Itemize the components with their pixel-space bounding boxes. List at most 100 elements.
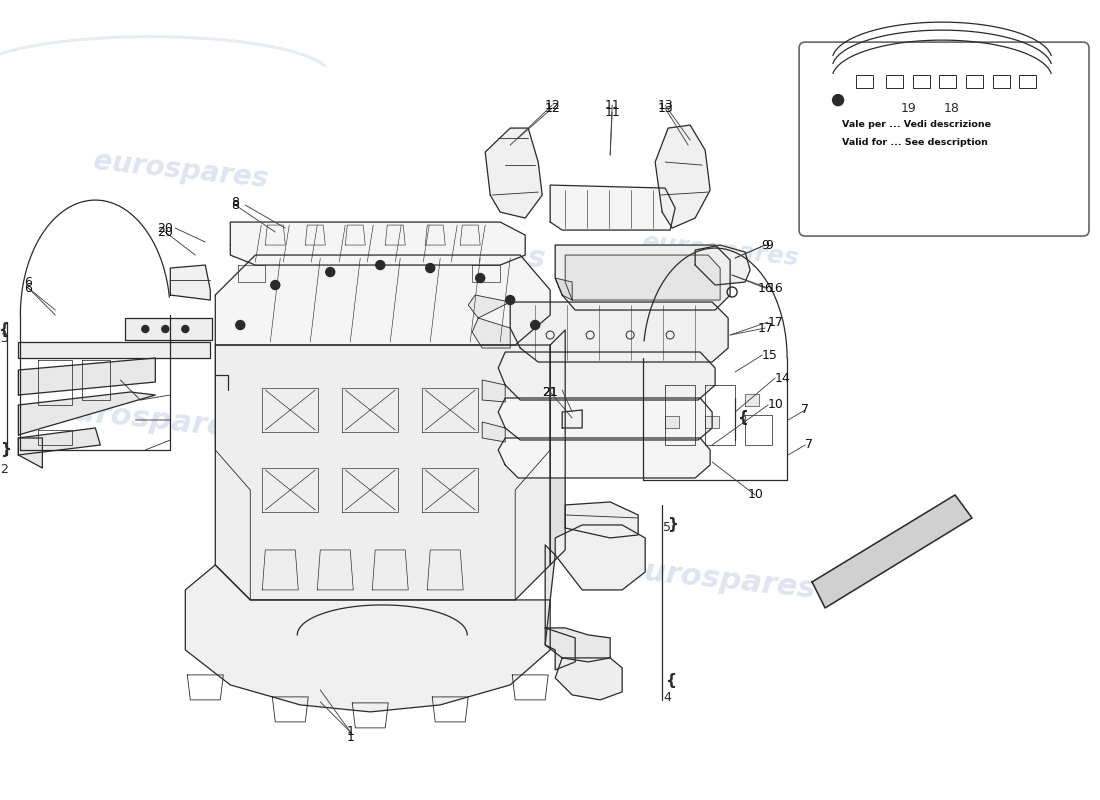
Circle shape (326, 267, 334, 277)
Text: 12: 12 (544, 98, 560, 112)
Polygon shape (1042, 53, 1060, 95)
Polygon shape (19, 358, 155, 395)
Text: 17: 17 (768, 315, 784, 329)
Polygon shape (666, 416, 679, 428)
Polygon shape (19, 342, 210, 358)
Text: eurospares: eurospares (374, 493, 587, 547)
FancyBboxPatch shape (799, 42, 1089, 236)
Polygon shape (19, 392, 155, 435)
Text: 6: 6 (24, 282, 32, 294)
Text: {: { (666, 673, 676, 688)
Text: eurospares: eurospares (353, 226, 548, 274)
Polygon shape (810, 53, 832, 105)
Circle shape (142, 326, 148, 333)
Polygon shape (510, 302, 728, 362)
Polygon shape (216, 345, 550, 600)
Polygon shape (482, 380, 505, 402)
Polygon shape (565, 502, 638, 538)
Polygon shape (19, 438, 43, 468)
Polygon shape (185, 565, 550, 712)
Text: 7: 7 (801, 403, 810, 417)
Text: 10: 10 (768, 398, 784, 411)
Polygon shape (546, 545, 575, 670)
Circle shape (833, 94, 844, 106)
Text: 7: 7 (805, 438, 813, 451)
Polygon shape (472, 318, 510, 348)
Text: 15: 15 (762, 349, 778, 362)
Bar (939, 75, 956, 88)
Circle shape (376, 261, 385, 270)
Text: 16: 16 (768, 282, 784, 294)
Text: 20: 20 (157, 226, 174, 238)
Text: 20: 20 (157, 222, 174, 234)
Text: 18: 18 (944, 102, 960, 114)
Text: 8: 8 (231, 195, 240, 209)
Circle shape (506, 295, 515, 305)
Circle shape (162, 326, 168, 333)
Text: 4: 4 (663, 691, 671, 704)
Polygon shape (230, 222, 525, 265)
Circle shape (426, 263, 434, 273)
Text: 13: 13 (658, 102, 673, 114)
Text: 21: 21 (542, 386, 558, 398)
Polygon shape (498, 352, 715, 400)
Text: 14: 14 (776, 371, 791, 385)
Polygon shape (695, 245, 750, 285)
Polygon shape (562, 410, 582, 428)
Polygon shape (822, 53, 840, 95)
Circle shape (235, 321, 245, 330)
Polygon shape (498, 398, 712, 440)
Text: 3: 3 (0, 331, 9, 345)
Circle shape (271, 281, 279, 290)
Text: 19: 19 (900, 102, 916, 114)
Polygon shape (498, 438, 711, 478)
Text: 9: 9 (766, 238, 773, 251)
Bar (966, 75, 983, 88)
Polygon shape (485, 128, 542, 218)
Circle shape (530, 321, 540, 330)
Text: eurospares: eurospares (623, 555, 817, 605)
Text: {: { (666, 515, 676, 530)
Bar (1019, 75, 1036, 88)
Text: 13: 13 (658, 98, 673, 112)
Bar (913, 75, 931, 88)
Text: 5: 5 (663, 522, 671, 534)
Polygon shape (556, 245, 730, 310)
Polygon shape (469, 295, 510, 318)
Text: 11: 11 (604, 106, 620, 118)
Polygon shape (482, 422, 505, 442)
Text: {: { (0, 440, 9, 455)
Text: 17: 17 (757, 322, 773, 334)
Text: 12: 12 (544, 102, 560, 114)
Polygon shape (556, 278, 572, 300)
Polygon shape (1052, 53, 1070, 105)
Text: 16: 16 (757, 282, 773, 294)
Bar (856, 75, 873, 88)
Text: 10: 10 (747, 489, 763, 502)
Polygon shape (745, 394, 759, 406)
Polygon shape (565, 255, 720, 300)
Polygon shape (550, 330, 565, 565)
Text: eurospares: eurospares (53, 395, 248, 445)
Text: 2: 2 (0, 463, 9, 477)
Polygon shape (812, 495, 972, 608)
Text: 6: 6 (24, 275, 32, 289)
Text: eurospares: eurospares (640, 230, 800, 270)
Text: 1: 1 (346, 731, 354, 744)
Circle shape (475, 274, 485, 282)
Polygon shape (546, 628, 611, 662)
Text: 8: 8 (231, 198, 240, 211)
Text: 11: 11 (604, 98, 620, 112)
Polygon shape (216, 255, 550, 345)
Text: {: { (737, 410, 748, 426)
Text: eurospares: eurospares (91, 147, 270, 193)
Polygon shape (19, 428, 100, 455)
Polygon shape (705, 416, 719, 428)
Polygon shape (125, 318, 212, 340)
Text: Valid for ... See description: Valid for ... See description (843, 138, 988, 147)
Text: 21: 21 (542, 386, 558, 398)
Polygon shape (556, 658, 623, 700)
Text: 9: 9 (761, 238, 769, 251)
Text: Vale per ... Vedi descrizione: Vale per ... Vedi descrizione (843, 120, 991, 129)
Text: 1: 1 (346, 726, 354, 738)
